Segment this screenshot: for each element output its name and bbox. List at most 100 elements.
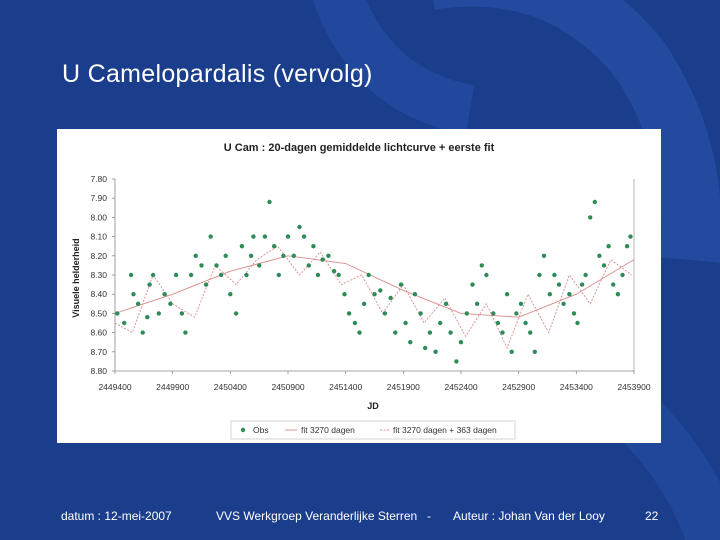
x-axis-label: JD	[367, 401, 379, 411]
y-tick-label: 8.50	[90, 308, 107, 318]
legend-fit1-label: fit 3270 dagen	[301, 425, 355, 435]
obs-point	[620, 272, 625, 278]
y-ticks: 7.80 7.90 8.00 8.10 8.20 8.30 8.40 8.50 8.60 8.70…	[90, 174, 115, 376]
obs-point	[311, 244, 316, 249]
obs-point	[552, 272, 557, 278]
obs-point	[173, 272, 179, 278]
y-tick-label: 8.70	[90, 347, 107, 357]
obs-point	[528, 330, 533, 335]
obs-point	[320, 257, 325, 262]
obs-point	[203, 282, 209, 287]
fit-line-1	[114, 255, 635, 318]
obs-point	[291, 253, 296, 258]
obs-point	[128, 272, 134, 278]
obs-point	[458, 340, 464, 345]
obs-point	[423, 345, 428, 351]
obs-point	[188, 272, 194, 278]
obs-point	[346, 311, 352, 316]
obs-point	[504, 292, 510, 297]
y-axis-label: Visuele helderheid	[71, 238, 81, 317]
footer-date: datum : 12-mei-2007	[61, 509, 172, 523]
obs-point	[541, 253, 547, 258]
obs-point	[281, 253, 286, 258]
fit-line-2	[114, 245, 632, 350]
obs-point	[464, 311, 469, 316]
obs-point	[388, 295, 393, 301]
obs-point	[398, 282, 404, 287]
obs-point	[183, 330, 188, 335]
obs-point	[575, 320, 580, 326]
y-tick-label: 8.60	[90, 328, 107, 338]
obs-point	[403, 320, 408, 326]
obs-point	[285, 234, 291, 239]
y-tick-label: 7.90	[90, 193, 107, 203]
x-tick-label: 2451900	[387, 382, 420, 392]
x-tick-label: 2452900	[502, 382, 535, 392]
obs-point	[257, 263, 262, 268]
x-ticks: 2449400 2449900 2450400 2450900 2451400 24519…	[98, 371, 651, 392]
obs-point	[168, 301, 173, 306]
obs-point	[592, 199, 597, 205]
obs-point	[162, 292, 167, 297]
obs-point	[495, 320, 501, 326]
obs-point	[214, 263, 219, 268]
obs-point	[433, 349, 438, 354]
obs-point	[193, 253, 198, 258]
obs-point	[208, 234, 213, 239]
obs-point	[579, 282, 585, 287]
obs-point	[561, 301, 566, 306]
obs-point	[199, 263, 204, 268]
obs-point	[547, 292, 552, 297]
obs-point	[244, 272, 249, 278]
obs-point	[382, 311, 388, 316]
obs-point	[427, 330, 433, 335]
fit-lines	[114, 245, 635, 350]
y-tick-label: 8.00	[90, 212, 107, 222]
obs-point	[262, 234, 268, 239]
footer-separator: -	[427, 509, 431, 523]
obs-point	[361, 301, 367, 306]
obs-point	[336, 272, 341, 278]
x-tick-label: 2449400	[98, 382, 131, 392]
obs-point	[372, 292, 377, 297]
obs-point	[357, 330, 362, 335]
obs-point	[474, 301, 480, 306]
x-tick-label: 2449900	[156, 382, 189, 392]
obs-point	[567, 292, 572, 297]
obs-point	[342, 292, 347, 297]
x-tick-label: 2453900	[617, 382, 650, 392]
obs-point	[122, 320, 127, 326]
x-tick-label: 2453400	[560, 382, 593, 392]
obs-point	[306, 263, 311, 268]
obs-point	[606, 244, 611, 249]
obs-point	[272, 244, 277, 249]
y-tick-label: 8.80	[90, 366, 107, 376]
obs-point	[443, 301, 449, 306]
y-tick-label: 8.20	[90, 251, 107, 261]
chart-title: U Cam : 20-dagen gemiddelde lichtcurve +…	[224, 142, 495, 154]
obs-point	[624, 244, 630, 249]
obs-point	[628, 234, 633, 239]
obs-point	[479, 263, 484, 268]
obs-point	[150, 272, 156, 278]
obs-point	[615, 292, 621, 297]
x-tick-label: 2450900	[271, 382, 304, 392]
chart-panel: U Cam : 20-dagen gemiddelde lichtcurve +…	[57, 129, 661, 443]
obs-point	[179, 311, 185, 316]
obs-point	[276, 272, 281, 278]
obs-point	[518, 301, 524, 306]
obs-point	[228, 292, 233, 297]
obs-point	[223, 253, 228, 258]
obs-point	[366, 272, 371, 278]
obs-point	[393, 330, 398, 335]
y-tick-label: 7.80	[90, 174, 107, 184]
obs-point	[611, 282, 616, 287]
obs-point	[532, 349, 537, 354]
obs-point	[509, 349, 514, 354]
legend-obs-label: Obs	[253, 425, 269, 435]
legend: Obs fit 3270 dagen fit 3270 dagen + 363 da…	[240, 425, 497, 435]
obs-point	[251, 234, 256, 239]
obs-point	[315, 272, 321, 278]
obs-point	[583, 272, 588, 278]
obs-point	[418, 311, 423, 316]
